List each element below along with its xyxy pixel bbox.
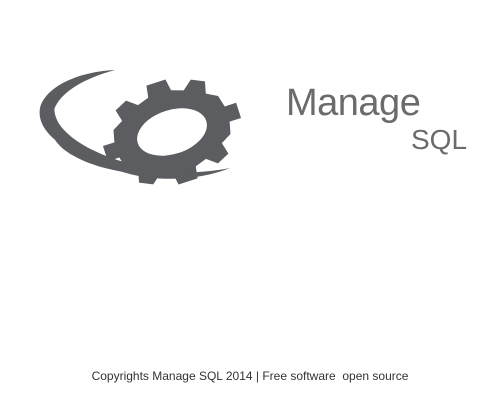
gear-icon (39, 70, 242, 185)
copyright-text: Copyrights Manage SQL 2014 | Free softwa… (91, 369, 409, 383)
app-title-manage: Manage (286, 82, 421, 124)
app-title-sql: SQL (411, 124, 468, 155)
logo (30, 60, 260, 210)
